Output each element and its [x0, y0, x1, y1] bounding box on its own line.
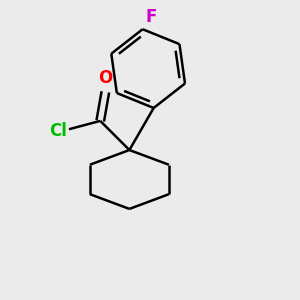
Text: O: O — [98, 69, 112, 87]
Text: Cl: Cl — [49, 122, 67, 140]
Text: F: F — [146, 8, 157, 26]
